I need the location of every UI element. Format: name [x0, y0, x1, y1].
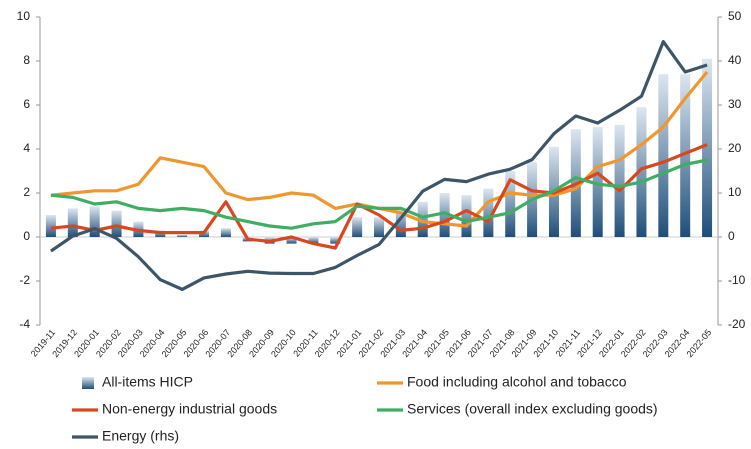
legend-swatch: [82, 377, 94, 389]
bar: [308, 237, 319, 244]
bar: [505, 171, 516, 237]
legend-label: Non-energy industrial goods: [102, 401, 277, 417]
bar: [374, 217, 384, 237]
y2-tick-label: 40: [728, 53, 742, 67]
bar: [592, 127, 603, 237]
line: [50, 70, 709, 228]
y2-tick-label: -20: [728, 317, 746, 331]
bar: [111, 210, 122, 237]
y2-tick-label: 30: [728, 97, 742, 111]
bar: [395, 208, 406, 237]
bar: [483, 188, 494, 237]
legend-label: Energy (rhs): [102, 428, 179, 444]
bar: [45, 215, 56, 237]
bar: [702, 58, 713, 237]
y-tick-label: 8: [23, 53, 30, 67]
y-tick-label: 4: [23, 141, 30, 155]
line: [49, 40, 708, 291]
y2-tick-label: 50: [728, 9, 742, 23]
y-tick-label: -4: [19, 317, 30, 331]
bar: [461, 195, 472, 237]
y2-tick-label: 10: [728, 185, 742, 199]
bar: [636, 107, 647, 237]
y2-tick-label: -10: [728, 273, 746, 287]
line: [50, 143, 708, 250]
y-tick-label: 2: [23, 185, 30, 199]
bar: [680, 74, 691, 237]
y-tick-label: 10: [17, 9, 31, 23]
bar: [220, 228, 231, 237]
legend-label: All-items HICP: [102, 374, 193, 390]
line: [50, 158, 708, 230]
y-tick-label: 6: [23, 97, 30, 111]
bar: [658, 74, 669, 237]
y2-tick-label: 0: [728, 229, 735, 243]
bar: [67, 208, 78, 237]
bar: [352, 217, 363, 237]
bar: [417, 201, 428, 237]
legend-label: Services (overall index excluding goods): [407, 401, 658, 417]
bar: [89, 206, 100, 237]
y-tick-label: 0: [23, 229, 30, 243]
bar: [286, 237, 297, 244]
bar: [614, 124, 625, 237]
y-tick-label: -2: [19, 273, 30, 287]
y2-tick-label: 20: [728, 141, 742, 155]
bar: [177, 234, 188, 237]
bar: [330, 237, 341, 244]
legend-label: Food including alcohol and tobacco: [407, 374, 627, 390]
bar: [439, 193, 450, 237]
